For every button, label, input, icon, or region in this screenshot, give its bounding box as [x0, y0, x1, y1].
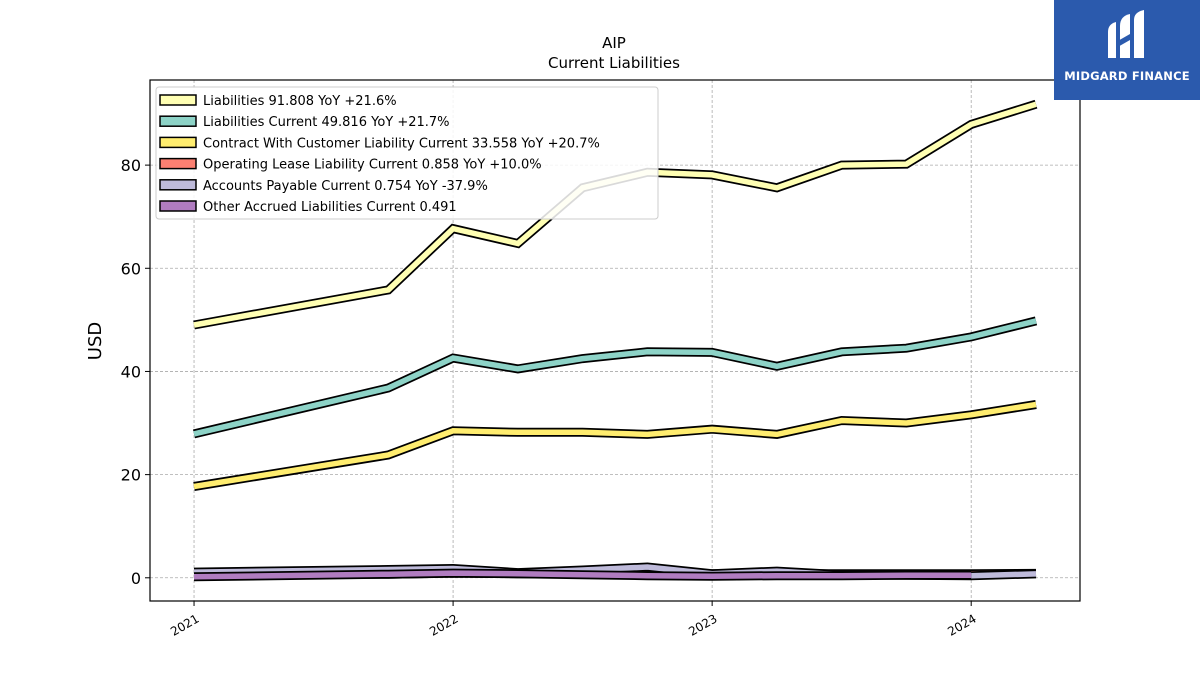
plot-frame	[149, 79, 1081, 602]
legend-swatch	[159, 200, 197, 212]
chart-title: AIP	[602, 34, 626, 52]
series-line-outline	[192, 316, 1038, 439]
legend-swatch	[159, 179, 197, 191]
y-tick-label: 40	[121, 362, 141, 381]
y-axis: 0 20 40 60 80	[121, 156, 150, 588]
y-tick-label: 0	[131, 569, 141, 588]
legend-swatch	[159, 157, 197, 170]
legend-label: Operating Lease Liability Current 0.858 …	[203, 158, 542, 173]
series-line-outline	[193, 400, 1037, 491]
x-tick-label: 2022	[427, 611, 460, 638]
series-line	[193, 401, 1037, 490]
legend-item: Other Accrued Liabilities Current 0.491	[159, 200, 457, 215]
series-layer	[192, 99, 1038, 582]
x-tick-label: 2024	[945, 611, 978, 638]
y-tick-label: 60	[121, 259, 141, 278]
legend-label: Contract With Customer Liability Current…	[203, 136, 600, 151]
series-line	[193, 318, 1037, 437]
chart-subtitle: Current Liabilities	[548, 54, 680, 72]
series-line	[193, 570, 972, 580]
y-axis-label: USD	[85, 322, 106, 360]
legend-swatch	[159, 94, 197, 106]
legend-label: Liabilities Current 49.816 YoY +21.7%	[203, 115, 450, 130]
legend-label: Other Accrued Liabilities Current 0.491	[203, 200, 457, 215]
legend-item: Liabilities 91.808 YoY +21.6%	[159, 94, 397, 109]
y-tick-label: 80	[121, 156, 141, 175]
midgard-logo-icon	[1108, 10, 1144, 58]
legend-item: Accounts Payable Current 0.754 YoY -37.9…	[159, 179, 488, 194]
x-tick-label: 2023	[686, 611, 719, 638]
legend-swatch	[159, 115, 197, 127]
legend-box	[155, 86, 659, 220]
y-tick-label: 20	[121, 466, 141, 485]
x-axis: 2021 2022 2023 2024	[168, 601, 979, 639]
x-tick-label: 2021	[168, 611, 201, 638]
series-2	[193, 400, 1037, 491]
legend-label: Accounts Payable Current 0.754 YoY -37.9…	[203, 179, 488, 194]
midgard-finance-logo: MIDGARD FINANCE	[1054, 0, 1200, 100]
series-5	[193, 568, 972, 582]
logo-text: MIDGARD FINANCE	[1064, 69, 1190, 83]
legend: Liabilities 91.808 YoY +21.6% Liabilities…	[155, 86, 659, 220]
legend-label: Liabilities 91.808 YoY +21.6%	[203, 94, 397, 109]
legend-item: Operating Lease Liability Current 0.858 …	[159, 157, 542, 173]
legend-item: Contract With Customer Liability Current…	[159, 136, 600, 151]
legend-swatch	[159, 136, 197, 149]
legend-item: Liabilities Current 49.816 YoY +21.7%	[159, 115, 450, 130]
series-0	[193, 99, 1038, 330]
series-1	[192, 316, 1038, 439]
series-line	[193, 101, 1037, 328]
